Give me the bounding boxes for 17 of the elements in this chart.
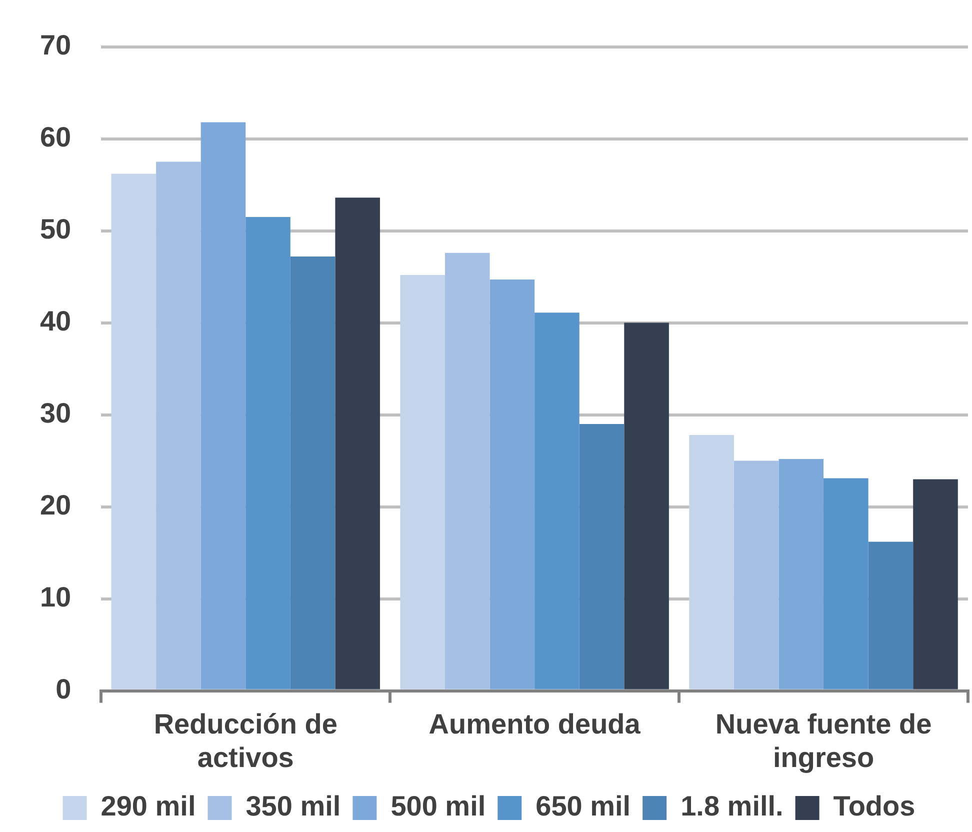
legend-label: 350 mil: [246, 790, 341, 822]
y-tick-label: 0: [56, 674, 72, 705]
y-tick-label: 30: [40, 398, 72, 429]
legend-label: Todos: [833, 790, 916, 822]
y-tick-label: 10: [40, 582, 72, 613]
y-tick-label: 40: [40, 306, 72, 337]
x-tick-label: Reducción de activos: [154, 708, 338, 773]
x-tick-label: Nueva fuente de ingreso: [715, 708, 932, 773]
legend-label: 1.8 mill.: [680, 790, 784, 822]
legend-label: 650 mil: [536, 790, 631, 822]
y-tick-label: 70: [40, 30, 72, 61]
legend-label: 500 mil: [390, 790, 486, 822]
legend-label: 290 mil: [100, 790, 196, 822]
y-tick-label: 60: [40, 122, 72, 153]
y-tick-label: 20: [40, 490, 72, 521]
y-tick-label: 50: [40, 214, 72, 245]
x-tick-label: Aumento deuda: [428, 708, 641, 740]
